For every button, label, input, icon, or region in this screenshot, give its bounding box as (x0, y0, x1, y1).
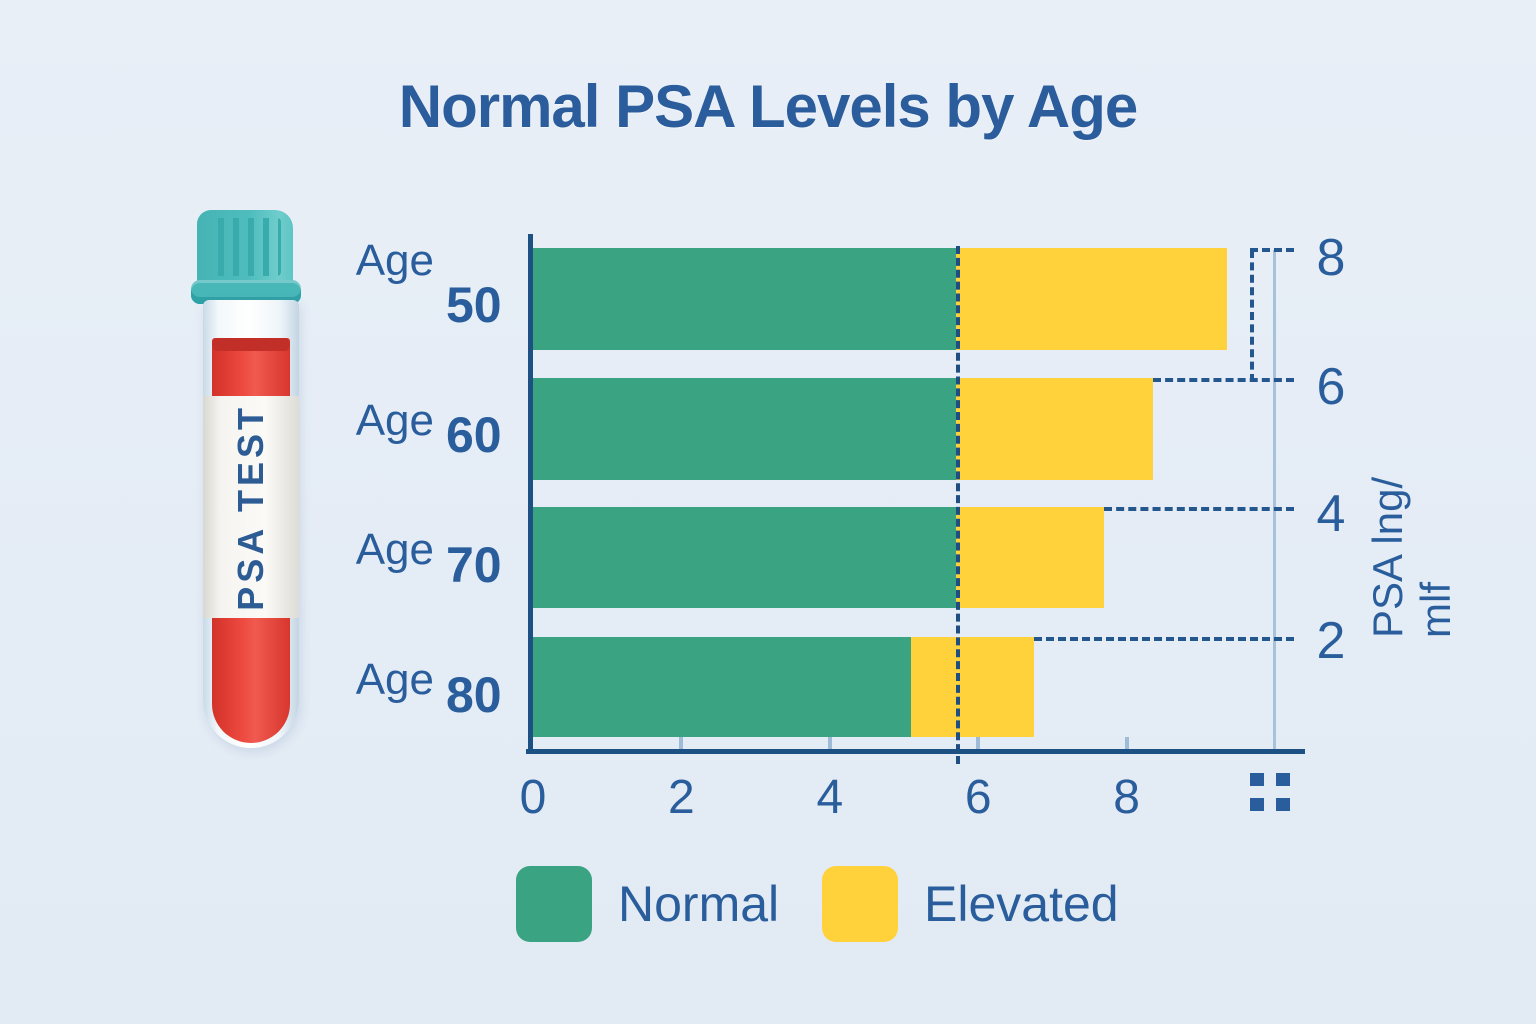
x-minor-tick-2 (679, 737, 684, 750)
glyph-square (1250, 798, 1264, 811)
bar-elevated-age-50 (955, 248, 1227, 350)
age-label-value-50: 50 (446, 277, 502, 333)
right-tick-label-6: 6 (1316, 358, 1346, 416)
legend-swatch-normal (516, 866, 592, 942)
legend-swatch-elevated (822, 866, 898, 942)
bar-elevated-age-80 (911, 637, 1034, 737)
blood-meniscus (212, 338, 290, 351)
x-tick-label-4: 4 (816, 771, 844, 824)
x-minor-tick-4 (827, 737, 832, 750)
x-tick-label-0: 0 (519, 771, 547, 824)
right-tick-label-8: 8 (1316, 229, 1346, 287)
age-label-value-80: 80 (446, 667, 502, 723)
glyph-square (1276, 798, 1290, 811)
bar-normal-age-60 (533, 378, 956, 480)
callout-bracket-top (1250, 248, 1294, 252)
callout-bracket-vertical (1250, 250, 1254, 382)
test-tube-label-text: PSA TEST (230, 403, 271, 611)
test-tube-label: PSA TEST (203, 396, 299, 618)
bar-normal-age-50 (533, 248, 956, 350)
x-axis-line (526, 749, 1305, 754)
bar-normal-age-70 (533, 507, 956, 608)
bar-elevated-age-60 (955, 378, 1153, 480)
legend-label-normal: Normal (618, 876, 780, 932)
right-tick-label-2: 2 (1316, 612, 1346, 670)
x-minor-tick-6 (976, 737, 981, 750)
age-label-value-70: 70 (446, 537, 502, 593)
callout-line-level-6 (1152, 378, 1294, 382)
x-tick-label-6: 6 (964, 771, 992, 824)
right-tick-label-4: 4 (1316, 485, 1346, 543)
bar-elevated-age-70 (955, 507, 1105, 608)
test-tube-body: PSA TEST (203, 300, 299, 748)
glyph-square (1276, 773, 1290, 786)
test-tube-cap-ridges (209, 218, 281, 276)
x-tick-label-2: 2 (668, 771, 695, 824)
glyph-square (1250, 773, 1264, 786)
y-axis-line (528, 234, 533, 754)
age-label-value-60: 60 (446, 407, 502, 463)
threshold-dashed-line (956, 246, 960, 764)
right-axis-title: PSA lng/ mlf (1364, 476, 1459, 638)
bar-normal-age-80 (533, 637, 912, 737)
callout-line-level-4 (1104, 507, 1294, 511)
x-minor-tick-8 (1124, 737, 1129, 750)
right-axis-line (1273, 250, 1276, 752)
age-label-word: Age (355, 396, 434, 445)
page-title: Normal PSA Levels by Age (398, 73, 1138, 140)
callout-line-level-2 (1033, 637, 1294, 641)
age-label-word: Age (355, 236, 434, 285)
age-label-word: Age (355, 525, 434, 574)
age-label-word: Age (355, 655, 434, 704)
x-tick-label-8: 8 (1113, 771, 1140, 824)
legend-label-elevated: Elevated (924, 876, 1119, 932)
x-axis-10-glyph-icon (1250, 773, 1291, 813)
